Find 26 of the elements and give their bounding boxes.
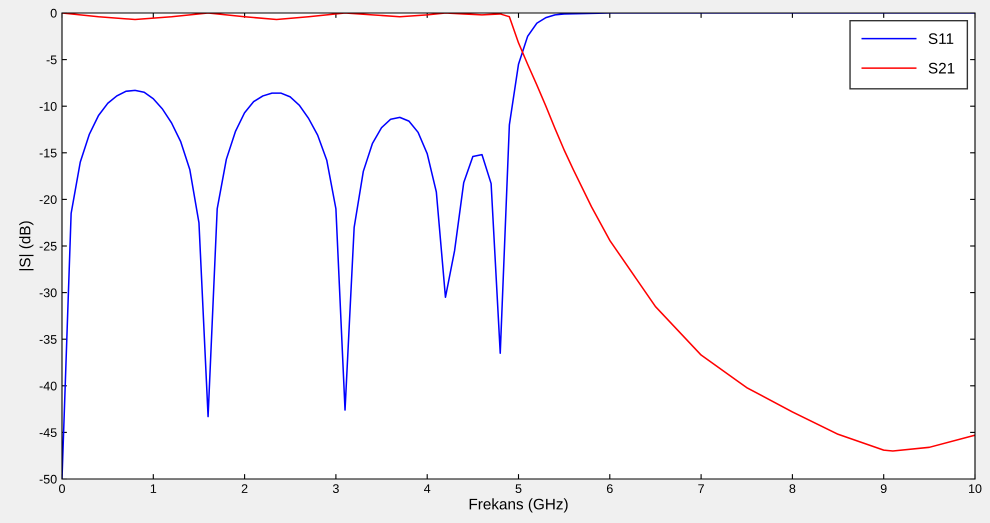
- x-axis-title: Frekans (GHz): [470, 498, 568, 513]
- y-tick-label: -5: [46, 56, 57, 64]
- x-tick-label: 5: [516, 484, 522, 494]
- y-tick-label: -45: [40, 428, 57, 438]
- y-tick-label: 0: [50, 8, 57, 18]
- legend-label: S11: [928, 33, 954, 44]
- x-tick-label: 4: [424, 484, 430, 493]
- y-tick-label: -20: [40, 195, 57, 204]
- legend-label: S21: [928, 62, 954, 74]
- x-tick-label: 7: [698, 484, 704, 493]
- y-tick-label: -15: [40, 148, 57, 158]
- y-tick-label: -30: [40, 288, 57, 298]
- x-tick-label: 8: [789, 484, 796, 494]
- x-tick-label: 6: [606, 484, 613, 494]
- x-tick-label: 9: [880, 484, 887, 494]
- x-tick-label: 2: [242, 484, 248, 493]
- y-tick-label: -50: [40, 474, 57, 484]
- x-tick-label: 3: [332, 484, 339, 494]
- x-tick-label: 0: [59, 484, 65, 494]
- x-tick-label: 1: [150, 484, 156, 493]
- y-axis-title: |S| (dB): [19, 221, 34, 270]
- y-tick-label: -25: [40, 242, 57, 251]
- y-tick-label: -10: [40, 102, 57, 111]
- x-tick-label: 10: [969, 484, 982, 494]
- y-tick-label: -40: [40, 382, 57, 390]
- y-tick-label: -35: [40, 335, 57, 344]
